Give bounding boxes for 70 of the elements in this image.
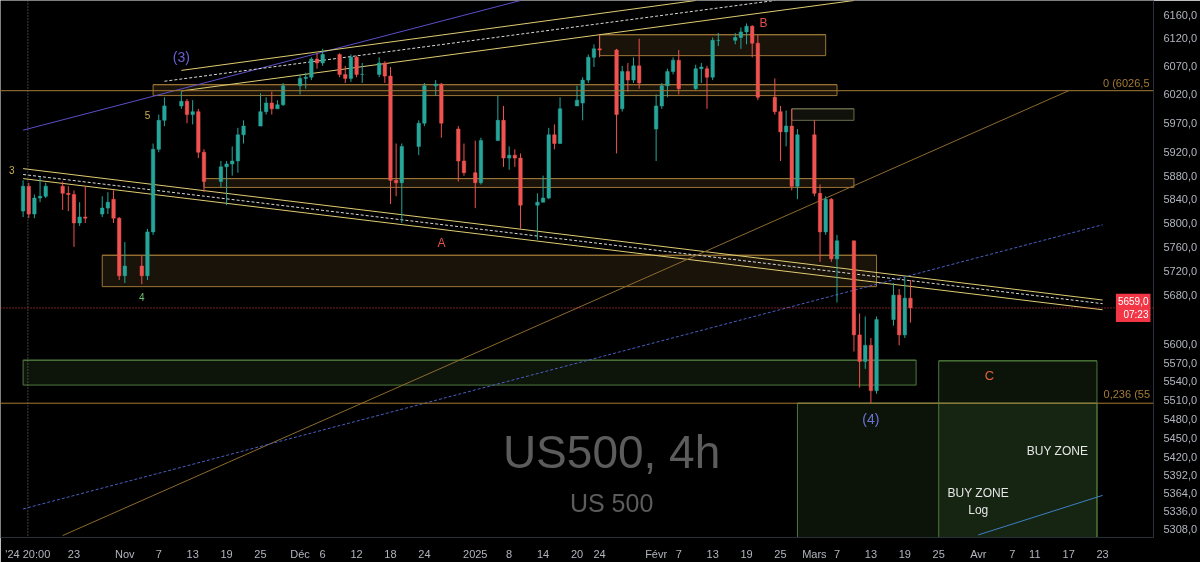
y-tick-label: 5420,0 [1163, 450, 1198, 463]
y-tick-label: 5970,0 [1163, 117, 1198, 130]
y-tick-label: 5308,0 [1163, 523, 1198, 536]
x-tick-label: 7 [155, 547, 162, 560]
x-tick-label: 23 [1096, 547, 1109, 560]
y-tick-label: 5480,0 [1163, 412, 1198, 425]
y-tick-label: 6120,0 [1163, 31, 1198, 44]
x-tick-label: 12 [350, 547, 363, 560]
annotation: BUY ZONE [1026, 444, 1088, 459]
annotation: 0,236 (55 [1103, 388, 1151, 401]
y-tick-label: 6160,0 [1163, 9, 1198, 22]
x-tick-label: 17 [1062, 547, 1075, 560]
annotation: 5 [144, 109, 151, 121]
y-tick-label: 5920,0 [1163, 146, 1198, 159]
x-tick-label: 25 [932, 547, 945, 560]
x-tick-label: 19 [898, 547, 911, 560]
ref-line-label: '24 20:00 [5, 547, 51, 560]
y-tick-label: 5392,0 [1163, 468, 1198, 481]
x-tick-label: 13 [864, 547, 878, 560]
x-tick-label: Mars [802, 547, 828, 560]
y-tick-label: 5720,0 [1163, 264, 1198, 277]
x-tick-label: Févr [645, 547, 668, 560]
annotation: B [759, 16, 768, 31]
x-tick-label: 11 [1029, 547, 1041, 560]
ref-line-label: 0 (6026,5 [1103, 76, 1150, 89]
text: US 500 [569, 488, 654, 517]
x-tick-label: 18 [384, 547, 397, 560]
x-tick-label: 24 [418, 547, 431, 560]
x-tick-label: Déc [290, 547, 311, 560]
x-tick-label: 25 [774, 547, 787, 560]
x-tick-label: 23 [67, 547, 81, 560]
annotation: 3 [9, 164, 16, 176]
x-tick-label: 8 [506, 547, 513, 560]
y-tick-label: 6020,0 [1163, 88, 1198, 101]
y-tick-label: 5880,0 [1163, 169, 1198, 182]
annotation: (4) [862, 410, 880, 427]
y-tick-label: 5840,0 [1163, 193, 1198, 206]
x-tick-label: 7 [833, 547, 841, 560]
x-tick-label: 13 [706, 547, 719, 560]
y-tick-label: 5540,0 [1163, 375, 1198, 388]
y-tick-label: 6070,0 [1163, 59, 1198, 72]
annotation: A [437, 235, 446, 250]
ref-line-label: 5659,0 07:23 [1117, 295, 1149, 321]
x-tick-label: 20 [570, 547, 584, 560]
y-tick-label: 5450,0 [1163, 431, 1198, 444]
y-tick-label: 5760,0 [1163, 240, 1198, 253]
y-tick-label: 5570,0 [1163, 356, 1198, 369]
y-tick-label: 5336,0 [1163, 504, 1198, 517]
annotation: C [984, 367, 995, 383]
x-tick-label: 19 [740, 547, 753, 560]
x-tick-label: 14 [536, 547, 550, 560]
x-tick-label: 19 [220, 547, 233, 560]
x-tick-label: 7 [1009, 547, 1016, 560]
y-tick-label: 5600,0 [1163, 338, 1198, 351]
annotation: BUY ZONE Log [947, 486, 1009, 518]
x-tick-label: 7 [675, 547, 682, 560]
x-tick-label: 13 [186, 547, 199, 560]
annotation: 4 [138, 292, 145, 304]
x-tick-label: 2025 [463, 547, 488, 560]
x-tick-label: 24 [593, 547, 606, 560]
x-tick-label: Avr [970, 547, 987, 560]
x-tick-label: 6 [319, 547, 326, 560]
annotation: (3) [172, 49, 190, 66]
y-tick-label: 5364,0 [1163, 486, 1198, 499]
x-tick-label: Nov [115, 547, 136, 560]
y-tick-label: 5800,0 [1163, 216, 1198, 229]
text: US500, 4h [502, 425, 721, 478]
y-tick-label: 5510,0 [1163, 394, 1198, 407]
y-tick-label: 5680,0 [1163, 289, 1198, 302]
x-tick-label: 25 [254, 547, 267, 560]
